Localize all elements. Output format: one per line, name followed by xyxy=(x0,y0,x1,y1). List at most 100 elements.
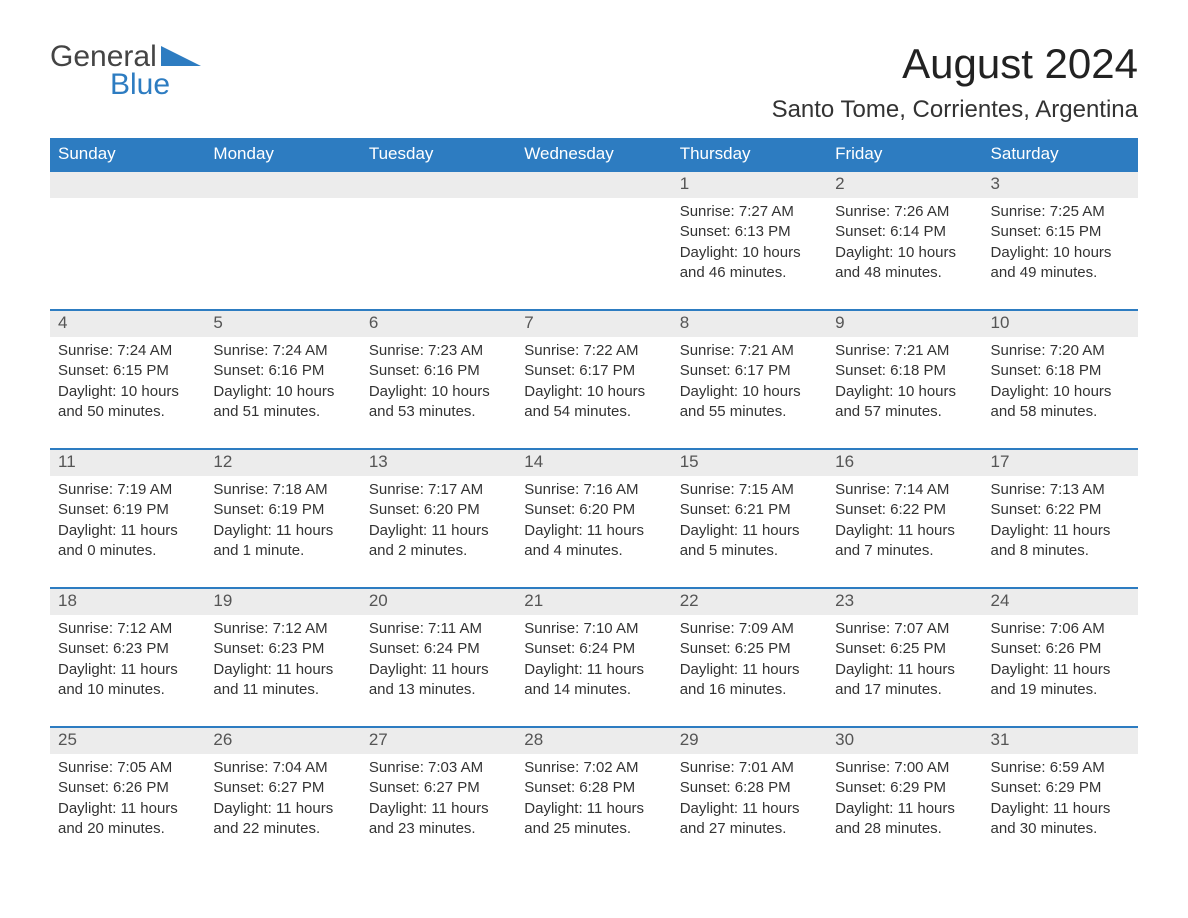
sunset-text: Sunset: 6:29 PM xyxy=(991,778,1130,798)
detail-row: Sunrise: 7:24 AMSunset: 6:15 PMDaylight:… xyxy=(50,337,1138,449)
daylight-text: Daylight: 11 hours and 16 minutes. xyxy=(680,660,819,701)
day-detail-cell: Sunrise: 6:59 AMSunset: 6:29 PMDaylight:… xyxy=(983,754,1138,865)
daylight-text: Daylight: 10 hours and 49 minutes. xyxy=(991,243,1130,284)
sunset-text: Sunset: 6:17 PM xyxy=(524,361,663,381)
day-detail-cell: Sunrise: 7:01 AMSunset: 6:28 PMDaylight:… xyxy=(672,754,827,865)
daylight-text: Daylight: 10 hours and 54 minutes. xyxy=(524,382,663,423)
sunset-text: Sunset: 6:28 PM xyxy=(524,778,663,798)
sunrise-text: Sunrise: 7:03 AM xyxy=(369,758,508,778)
sunset-text: Sunset: 6:18 PM xyxy=(991,361,1130,381)
daylight-text: Daylight: 10 hours and 50 minutes. xyxy=(58,382,197,423)
sunrise-text: Sunrise: 7:16 AM xyxy=(524,480,663,500)
sunrise-text: Sunrise: 7:24 AM xyxy=(213,341,352,361)
day-number-cell: 8 xyxy=(672,310,827,337)
detail-row: Sunrise: 7:19 AMSunset: 6:19 PMDaylight:… xyxy=(50,476,1138,588)
day-detail-cell: Sunrise: 7:09 AMSunset: 6:25 PMDaylight:… xyxy=(672,615,827,727)
daylight-text: Daylight: 11 hours and 4 minutes. xyxy=(524,521,663,562)
daynum-row: 45678910 xyxy=(50,310,1138,337)
daylight-text: Daylight: 11 hours and 25 minutes. xyxy=(524,799,663,840)
sunset-text: Sunset: 6:27 PM xyxy=(213,778,352,798)
sunrise-text: Sunrise: 7:01 AM xyxy=(680,758,819,778)
day-number-cell: 14 xyxy=(516,449,671,476)
daylight-text: Daylight: 11 hours and 19 minutes. xyxy=(991,660,1130,701)
sunset-text: Sunset: 6:23 PM xyxy=(213,639,352,659)
header: General Blue August 2024 Santo Tome, Cor… xyxy=(50,40,1138,124)
day-detail-cell: Sunrise: 7:05 AMSunset: 6:26 PMDaylight:… xyxy=(50,754,205,865)
sunrise-text: Sunrise: 7:12 AM xyxy=(213,619,352,639)
daynum-row: 25262728293031 xyxy=(50,727,1138,754)
sunrise-text: Sunrise: 7:10 AM xyxy=(524,619,663,639)
day-detail-cell xyxy=(205,198,360,310)
daylight-text: Daylight: 11 hours and 22 minutes. xyxy=(213,799,352,840)
sunrise-text: Sunrise: 7:20 AM xyxy=(991,341,1130,361)
day-detail-cell: Sunrise: 7:25 AMSunset: 6:15 PMDaylight:… xyxy=(983,198,1138,310)
day-number-cell xyxy=(205,171,360,198)
daylight-text: Daylight: 10 hours and 53 minutes. xyxy=(369,382,508,423)
daylight-text: Daylight: 10 hours and 58 minutes. xyxy=(991,382,1130,423)
sunrise-text: Sunrise: 7:22 AM xyxy=(524,341,663,361)
detail-row: Sunrise: 7:12 AMSunset: 6:23 PMDaylight:… xyxy=(50,615,1138,727)
day-detail-cell: Sunrise: 7:26 AMSunset: 6:14 PMDaylight:… xyxy=(827,198,982,310)
sunrise-text: Sunrise: 7:00 AM xyxy=(835,758,974,778)
sunset-text: Sunset: 6:29 PM xyxy=(835,778,974,798)
day-header: Sunday xyxy=(50,138,205,171)
day-number-cell: 5 xyxy=(205,310,360,337)
day-detail-cell: Sunrise: 7:22 AMSunset: 6:17 PMDaylight:… xyxy=(516,337,671,449)
sunset-text: Sunset: 6:26 PM xyxy=(58,778,197,798)
sunrise-text: Sunrise: 7:09 AM xyxy=(680,619,819,639)
daylight-text: Daylight: 11 hours and 10 minutes. xyxy=(58,660,197,701)
day-detail-cell: Sunrise: 7:07 AMSunset: 6:25 PMDaylight:… xyxy=(827,615,982,727)
sunrise-text: Sunrise: 7:23 AM xyxy=(369,341,508,361)
daynum-row: 11121314151617 xyxy=(50,449,1138,476)
day-number-cell: 27 xyxy=(361,727,516,754)
sunrise-text: Sunrise: 7:07 AM xyxy=(835,619,974,639)
day-detail-cell: Sunrise: 7:23 AMSunset: 6:16 PMDaylight:… xyxy=(361,337,516,449)
day-header: Monday xyxy=(205,138,360,171)
sunset-text: Sunset: 6:18 PM xyxy=(835,361,974,381)
sunrise-text: Sunrise: 7:15 AM xyxy=(680,480,819,500)
day-number-cell: 22 xyxy=(672,588,827,615)
day-number-cell: 17 xyxy=(983,449,1138,476)
sunset-text: Sunset: 6:13 PM xyxy=(680,222,819,242)
day-header-row: SundayMondayTuesdayWednesdayThursdayFrid… xyxy=(50,138,1138,171)
day-detail-cell: Sunrise: 7:17 AMSunset: 6:20 PMDaylight:… xyxy=(361,476,516,588)
daynum-row: 18192021222324 xyxy=(50,588,1138,615)
logo-word2: Blue xyxy=(110,68,170,102)
sunset-text: Sunset: 6:22 PM xyxy=(991,500,1130,520)
sunrise-text: Sunrise: 7:11 AM xyxy=(369,619,508,639)
daylight-text: Daylight: 11 hours and 28 minutes. xyxy=(835,799,974,840)
sunset-text: Sunset: 6:25 PM xyxy=(835,639,974,659)
sunrise-text: Sunrise: 7:13 AM xyxy=(991,480,1130,500)
daylight-text: Daylight: 11 hours and 27 minutes. xyxy=(680,799,819,840)
day-detail-cell: Sunrise: 7:21 AMSunset: 6:17 PMDaylight:… xyxy=(672,337,827,449)
daylight-text: Daylight: 10 hours and 48 minutes. xyxy=(835,243,974,284)
day-number-cell: 19 xyxy=(205,588,360,615)
sunset-text: Sunset: 6:19 PM xyxy=(213,500,352,520)
day-number-cell: 6 xyxy=(361,310,516,337)
sunset-text: Sunset: 6:20 PM xyxy=(524,500,663,520)
sunset-text: Sunset: 6:28 PM xyxy=(680,778,819,798)
daylight-text: Daylight: 11 hours and 14 minutes. xyxy=(524,660,663,701)
sunrise-text: Sunrise: 7:18 AM xyxy=(213,480,352,500)
day-detail-cell xyxy=(361,198,516,310)
day-number-cell: 13 xyxy=(361,449,516,476)
page-title: August 2024 xyxy=(772,40,1138,88)
day-number-cell: 31 xyxy=(983,727,1138,754)
sunset-text: Sunset: 6:17 PM xyxy=(680,361,819,381)
day-detail-cell: Sunrise: 7:13 AMSunset: 6:22 PMDaylight:… xyxy=(983,476,1138,588)
day-detail-cell: Sunrise: 7:21 AMSunset: 6:18 PMDaylight:… xyxy=(827,337,982,449)
day-detail-cell: Sunrise: 7:24 AMSunset: 6:15 PMDaylight:… xyxy=(50,337,205,449)
day-header: Thursday xyxy=(672,138,827,171)
sunset-text: Sunset: 6:26 PM xyxy=(991,639,1130,659)
location-label: Santo Tome, Corrientes, Argentina xyxy=(772,96,1138,124)
day-number-cell: 7 xyxy=(516,310,671,337)
daynum-row: 123 xyxy=(50,171,1138,198)
daylight-text: Daylight: 11 hours and 13 minutes. xyxy=(369,660,508,701)
sunset-text: Sunset: 6:23 PM xyxy=(58,639,197,659)
day-detail-cell xyxy=(50,198,205,310)
logo: General Blue xyxy=(50,40,201,102)
sunset-text: Sunset: 6:24 PM xyxy=(369,639,508,659)
day-detail-cell: Sunrise: 7:06 AMSunset: 6:26 PMDaylight:… xyxy=(983,615,1138,727)
sunset-text: Sunset: 6:15 PM xyxy=(991,222,1130,242)
day-detail-cell: Sunrise: 7:03 AMSunset: 6:27 PMDaylight:… xyxy=(361,754,516,865)
